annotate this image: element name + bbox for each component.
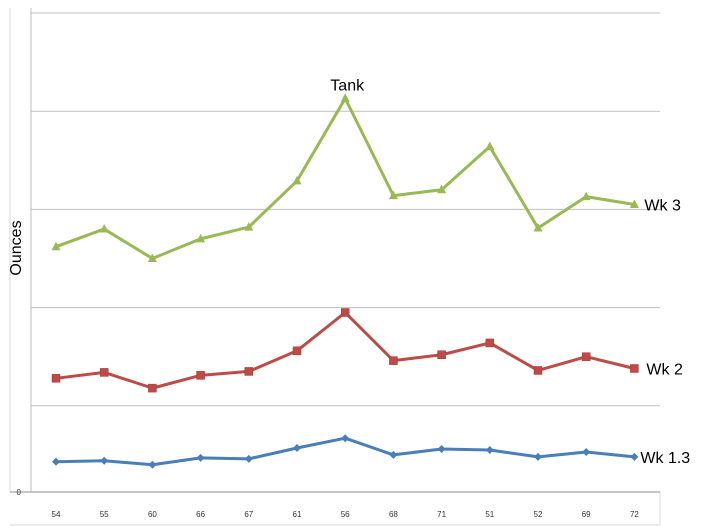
x-tick-label: 69 [582,510,591,519]
series-labels: Wk 1.3 Wk 2 Wk 3 [640,197,690,466]
data-point [388,190,398,200]
data-point [51,374,61,383]
data-point [437,350,446,359]
x-tick-label: 61 [293,510,302,519]
x-tick-label: 67 [244,510,253,519]
tank-annotation: Tank [330,77,365,94]
x-tick-label: 71 [437,510,446,519]
series-label: Wk 2 [646,361,683,378]
data-point [534,452,542,461]
x-tick-label: 54 [52,510,61,519]
series-line [55,311,635,390]
data-point [629,199,639,208]
data-point [244,222,254,231]
x-tick-label: 51 [485,510,494,519]
series-wk-3 [51,93,639,262]
x-tick-label: 52 [534,510,543,519]
data-point [630,452,639,461]
data-point [148,460,157,469]
gridlines [31,12,660,407]
data-point [52,457,60,466]
data-point [533,223,543,232]
x-tick-label: 66 [196,510,205,519]
data-point [244,454,253,463]
data-point [196,453,205,462]
y-tick-label-zero: 0 [17,488,22,497]
x-tick-labels: 54 55 60 66 67 61 56 68 71 51 52 69 72 [52,510,640,519]
data-point [292,175,302,185]
data-point [389,356,398,365]
x-tick-label: 55 [100,510,109,519]
series-label: Wk 3 [644,197,681,214]
x-tick-label: 68 [389,510,398,519]
data-point [340,93,350,102]
data-point [340,308,350,317]
data-point [437,445,446,454]
data-point [582,447,591,456]
series-label: Wk 1.3 [640,450,690,467]
y-axis-label: Ounces [8,220,25,275]
data-point [293,444,301,453]
series-group [51,93,639,469]
data-point [51,241,61,251]
data-point [533,366,543,375]
data-point [196,371,205,380]
data-point [147,253,157,262]
data-point [485,338,495,348]
series-wk-2 [51,308,639,393]
data-point [581,191,591,201]
x-tick-label: 56 [341,510,350,519]
series-wk-1-3 [52,434,639,469]
data-point [581,352,591,361]
data-point [341,434,350,443]
x-tick-label: 72 [630,510,639,519]
data-point [389,450,398,459]
data-point [485,445,494,454]
data-point [99,224,109,233]
data-point [244,367,254,376]
data-point [99,368,109,377]
data-point [485,141,495,151]
data-point [630,364,639,373]
data-point [292,346,302,356]
data-point [196,233,206,243]
x-tick-label: 60 [148,510,157,519]
data-point [148,383,157,393]
data-point [437,184,447,194]
series-line [55,96,635,260]
data-point [100,456,109,465]
